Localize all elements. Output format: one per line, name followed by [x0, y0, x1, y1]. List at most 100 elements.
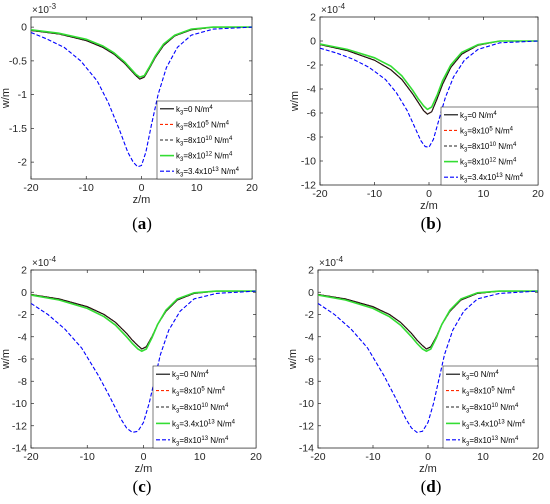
legend-unit-exponent: 4	[225, 403, 229, 409]
y-tick-label: -8	[18, 376, 27, 388]
legend-superscript: 10	[201, 403, 208, 409]
legend-unit-exponent: 4	[229, 152, 233, 158]
series-line-4	[31, 26, 252, 78]
legend-entry-5: k3=3.4x1013 N/m4	[460, 173, 524, 185]
caption-open-paren: (	[132, 214, 138, 233]
y-axis-label: w/m	[287, 349, 299, 370]
legend-subscript: 3	[464, 148, 468, 154]
legend-entry-4: k3=3.4x1013 N/m4	[462, 419, 526, 431]
legend-symbol: k	[460, 142, 465, 151]
y-tick-label: -10	[299, 398, 314, 410]
legend-value: =3.4x10	[183, 167, 212, 176]
legend-subscript: 3	[176, 392, 180, 398]
y-tick-label: -2	[18, 309, 27, 321]
y-scale-base: ×10	[32, 5, 49, 16]
legend-value: =3.4x10	[467, 173, 496, 182]
legend-unit-exponent: 4	[513, 158, 517, 164]
legend-unit-exponent: 4	[513, 142, 517, 148]
y-tick-label: -10	[301, 156, 316, 168]
x-tick-label: 10	[194, 451, 206, 463]
legend-subscript: 3	[466, 441, 470, 447]
legend-value: =0 N/m	[469, 370, 495, 379]
legend-symbol: k	[462, 403, 467, 412]
y-tick-label: 0	[21, 287, 27, 299]
y-tick-label: -4	[305, 331, 314, 343]
legend-value: =8x10	[469, 403, 492, 412]
legend-subscript: 3	[180, 173, 184, 179]
y-tick-label: -1	[18, 89, 27, 101]
legend-value: =8x10	[469, 436, 492, 445]
panel-d: -20 -10 0 10 2020-2-4-6-8-10-12-14z/mw/m×10-…	[287, 255, 544, 496]
panel-a: -20 -10 0 10 200-0.5-1-1.5-2z/mw/m×10-3k3=0 …	[0, 2, 258, 233]
y-scale-base: ×10	[319, 258, 336, 269]
legend-superscript: 5	[205, 120, 209, 126]
legend-unit-exponent: 4	[236, 167, 240, 173]
legend-superscript: 13	[496, 173, 503, 179]
y-tick-label: 2	[310, 12, 316, 24]
legend-unit: N/m	[209, 120, 226, 129]
x-axis-label: z/m	[419, 463, 437, 475]
y-scale-multiplier: ×10-4	[321, 2, 346, 16]
x-tick-label: 0	[139, 182, 145, 194]
y-tick-label: 0	[310, 36, 316, 48]
legend-symbol: k	[172, 419, 177, 428]
legend-subscript: 3	[464, 163, 468, 169]
legend-superscript: 12	[489, 158, 496, 164]
legend-symbol: k	[172, 387, 177, 396]
legend-entry-4: k3=8x1012 N/m4	[176, 152, 233, 164]
x-tick-label: 20	[246, 182, 258, 194]
panel-c: -20 -10 0 10 2020-2-4-6-8-10-12-14z/mw/m×10-…	[0, 255, 262, 496]
panel-caption: (c)	[133, 477, 152, 496]
legend-subscript: 3	[466, 376, 470, 382]
legend-symbol: k	[460, 158, 465, 167]
y-tick-label: -8	[307, 132, 316, 144]
legend-superscript: 5	[491, 387, 495, 393]
legend-entry-3: k3=8x1010 N/m4	[462, 403, 519, 415]
legend-value: =8x10	[467, 126, 490, 135]
legend-unit-exponent: 4	[229, 136, 233, 142]
legend-superscript: 13	[212, 167, 219, 173]
legend-superscript: 13	[201, 436, 208, 442]
series-line-4	[320, 40, 538, 111]
series-line-4	[318, 290, 538, 353]
x-tick-label: 10	[191, 182, 203, 194]
legend-unit-exponent: 4	[225, 436, 229, 442]
legend-value: =8x10	[183, 120, 206, 129]
legend-unit: N/m	[496, 158, 513, 167]
y-tick-label: -2	[305, 309, 314, 321]
legend-entry-5: k3=8x1013 N/m4	[172, 436, 229, 448]
y-tick-label: 0	[21, 22, 27, 34]
legend-unit: N/m	[212, 152, 229, 161]
legend-subscript: 3	[176, 425, 180, 431]
series-line-3	[318, 290, 538, 350]
caption-close-paren: )	[146, 477, 152, 496]
x-tick-label: -10	[80, 451, 95, 463]
y-tick-label: -4	[18, 331, 27, 343]
legend-unit: N/m	[505, 419, 522, 428]
x-tick-label: 0	[425, 451, 431, 463]
y-tick-label: -12	[299, 420, 314, 432]
x-tick-label: 20	[532, 451, 544, 463]
series-line-5	[31, 26, 252, 168]
legend-unit-exponent: 4	[515, 436, 519, 442]
panel-caption: (b)	[421, 214, 442, 233]
series-line-4	[31, 290, 256, 353]
legend-value: =8x10	[183, 152, 206, 161]
y-tick-label: 0	[308, 287, 314, 299]
legend-symbol: k	[176, 105, 181, 114]
y-tick-label: -2	[18, 157, 27, 169]
legend-symbol: k	[460, 111, 465, 120]
legend-unit: N/m	[208, 403, 225, 412]
legend-entry-5: k3=3.4x1013 N/m4	[176, 167, 240, 179]
legend-superscript: 10	[491, 403, 498, 409]
y-scale-exponent: -4	[336, 255, 344, 264]
legend-unit: N/m	[498, 403, 515, 412]
panel-caption: (d)	[421, 477, 442, 496]
legend-superscript: 13	[491, 436, 498, 442]
legend-value: =8x10	[183, 136, 206, 145]
legend-unit-exponent: 4	[515, 403, 519, 409]
x-tick-label: 0	[141, 451, 147, 463]
legend-unit-exponent: 4	[205, 370, 209, 376]
legend-superscript: 10	[205, 136, 212, 142]
